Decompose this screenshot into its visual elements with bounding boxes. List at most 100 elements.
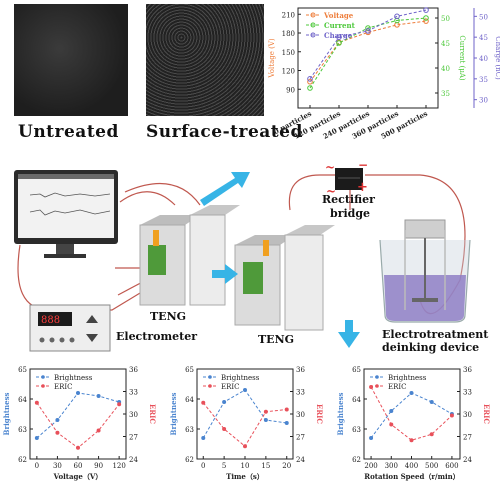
teng-1-label: TENG xyxy=(150,310,187,323)
data-point-brightness xyxy=(389,409,394,413)
data-point-eric xyxy=(409,438,414,443)
plot-frame xyxy=(297,7,439,109)
data-point-brightness xyxy=(409,391,414,395)
legend-marker xyxy=(208,384,212,388)
data-point-eric xyxy=(34,400,39,405)
rectifier-label-1: Rectifier xyxy=(322,193,375,206)
legend-label: Brightness xyxy=(54,374,93,382)
time-chart: 62 63 64 65 Brightness 24 27 30 33 36 ERIC 0 5 10 15 20… xyxy=(169,366,324,481)
tick-label-left: 150 xyxy=(282,49,295,57)
tick-label-left: 63 xyxy=(18,426,27,434)
data-point-charge xyxy=(394,13,400,20)
data-point-brightness xyxy=(96,394,101,398)
rectifier-label-2: bridge xyxy=(330,207,371,220)
data-point-eric xyxy=(243,444,247,449)
legend-label: ERIC xyxy=(54,383,73,391)
tick-label-left: 65 xyxy=(352,366,361,374)
electrometer-label: Electrometer xyxy=(116,330,197,343)
tick-label-x: 10 xyxy=(241,462,250,470)
tick-label-right: 33 xyxy=(129,389,138,397)
data-point-brightness xyxy=(369,436,374,440)
tick-label-left: 65 xyxy=(18,366,27,374)
tick-label-left: 62 xyxy=(352,456,361,464)
tick-label-right2: 40 xyxy=(479,55,488,63)
plot-frame xyxy=(363,368,461,460)
legend-label: Brightness xyxy=(388,374,427,382)
tick-label-x: 15 xyxy=(261,462,270,470)
legend-marker xyxy=(375,384,379,388)
tick-label-left: 120 xyxy=(282,68,295,76)
data-point-eric xyxy=(429,432,434,437)
untreated-label: Untreated xyxy=(18,122,119,142)
data-point-eric xyxy=(449,413,454,418)
tick-label-right1: 45 xyxy=(441,40,450,48)
voltage-chart: 62 63 64 65 Brightness 24 27 30 33 36 ERIC 0 30 60 90 1… xyxy=(2,366,157,481)
arrow-down xyxy=(338,320,360,348)
schematic: 888 xyxy=(14,168,471,352)
legend-marker xyxy=(41,384,45,388)
axis-label-left: Brightness xyxy=(336,392,345,435)
tick-label-x: 0 xyxy=(35,462,39,470)
electrometer: 888 xyxy=(29,304,111,352)
plus-symbol: + xyxy=(357,180,368,195)
axis-label-right: ERIC xyxy=(148,404,157,424)
tick-label-left: 63 xyxy=(185,426,194,434)
legend-label: Voltage xyxy=(323,11,354,20)
data-point-charge xyxy=(423,7,429,13)
tick-label-right: 33 xyxy=(463,389,472,397)
tick-label-right1: 50 xyxy=(441,15,450,23)
tick-label-x: 5 xyxy=(222,462,226,470)
tick-label-right2: 45 xyxy=(479,34,488,42)
tick-label-right1: 40 xyxy=(441,65,450,73)
axis-label-right: ERIC xyxy=(482,404,491,424)
device-label-2: deinking device xyxy=(382,341,480,354)
data-point-eric xyxy=(55,430,60,435)
data-point-brightness xyxy=(429,400,434,404)
data-point-voltage xyxy=(423,18,429,24)
svg-text:888: 888 xyxy=(41,315,60,326)
tick-label-right: 27 xyxy=(129,434,138,442)
tick-label-left: 90 xyxy=(286,86,295,94)
tick-label-left: 62 xyxy=(185,456,194,464)
plot-frame xyxy=(29,368,127,460)
axis-label-x: Voltage（V） xyxy=(53,472,103,481)
legend-marker xyxy=(375,375,379,379)
axis-label-right1: Current (μA) xyxy=(458,35,466,81)
treated-label: Surface-treated xyxy=(146,122,303,142)
data-point-brightness xyxy=(222,400,227,404)
axis-label-right: ERIC xyxy=(315,404,324,424)
data-point-brightness xyxy=(201,436,206,440)
arrow-teng xyxy=(212,264,238,284)
series-line-current xyxy=(309,17,427,89)
tick-label-left: 64 xyxy=(185,396,194,404)
data-point-eric xyxy=(117,402,122,407)
tick-label-x: 500 xyxy=(425,462,438,470)
tick-label-right: 30 xyxy=(129,411,138,419)
axis-label-left: Brightness xyxy=(169,392,178,435)
tick-label-right2: 35 xyxy=(479,76,488,84)
data-point-brightness xyxy=(34,436,39,440)
data-point-brightness xyxy=(243,388,247,392)
untreated-image xyxy=(14,4,128,116)
legend-label: ERIC xyxy=(388,383,407,391)
tick-label-x: 30 xyxy=(53,462,62,470)
tick-label-x: 120 xyxy=(112,462,125,470)
data-point-eric xyxy=(263,409,268,414)
tick-label-left: 180 xyxy=(282,30,295,38)
series-line-voltage xyxy=(309,20,427,83)
minus-symbol: − xyxy=(358,158,369,172)
series-line-brightness xyxy=(36,392,120,439)
legend-label: Charge xyxy=(324,31,353,40)
series-line-charge xyxy=(309,9,427,80)
tick-label-left: 210 xyxy=(282,11,295,19)
teng-2 xyxy=(234,225,335,331)
tick-label-left: 65 xyxy=(185,366,194,374)
legend-marker xyxy=(310,32,316,38)
legend-label: ERIC xyxy=(221,383,240,391)
data-point-eric xyxy=(201,400,206,405)
axis-label-left: Brightness xyxy=(2,392,11,435)
tick-label-right: 27 xyxy=(296,434,305,442)
data-point-brightness xyxy=(76,391,80,395)
tick-label-right: 24 xyxy=(129,456,138,464)
legend-marker xyxy=(208,375,212,379)
